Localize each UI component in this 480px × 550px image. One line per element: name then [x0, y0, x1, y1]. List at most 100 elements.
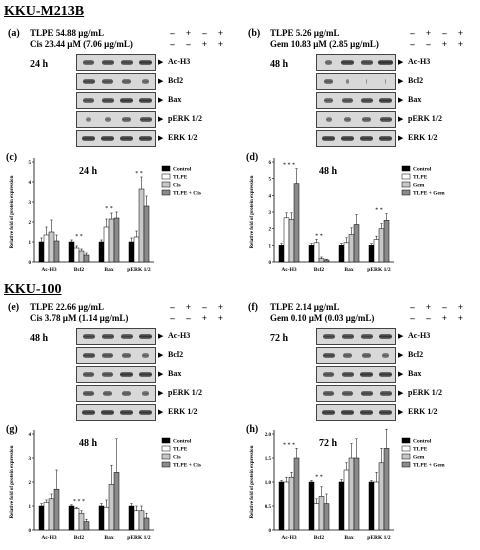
y-tick-label: 2: [29, 481, 32, 486]
protein-band: [378, 60, 393, 65]
legend-swatch: [161, 437, 171, 444]
legend-label: Control: [173, 439, 192, 445]
y-tick-label: 3: [29, 457, 32, 462]
blot-strip: [76, 130, 156, 147]
bar-control: [368, 481, 375, 531]
treatment-sign: –: [170, 39, 175, 49]
bar-tlpe-cis: [143, 517, 150, 531]
bar-control: [338, 481, 345, 531]
legend-swatch: [401, 189, 411, 196]
protein-band: [83, 60, 94, 65]
band-arrow-icon: ▶: [398, 96, 404, 104]
protein-label: Bcl2: [168, 350, 184, 359]
bar-tlpe: [133, 236, 140, 263]
bar-tlpe-cis: [53, 240, 60, 263]
protein-band: [378, 98, 393, 103]
protein-band: [321, 410, 336, 415]
protein-band: [384, 79, 387, 84]
protein-band: [378, 372, 393, 377]
protein-label: Ac-H3: [408, 57, 431, 66]
protein-label: Bax: [408, 369, 422, 378]
treatment-sign: –: [442, 28, 447, 38]
treatment-sign: +: [217, 28, 224, 38]
significance-marker: * * *: [73, 499, 85, 505]
protein-band: [119, 136, 134, 141]
y-tick-label: 4: [269, 194, 272, 199]
x-tick-label: Bax: [104, 267, 113, 273]
treatment-line-1: TLPE 22.66 µg/mL: [30, 302, 104, 312]
legend-swatch: [401, 173, 411, 180]
bar-cis: [108, 484, 115, 531]
legend-swatch: [401, 437, 411, 444]
blot-strip: [316, 404, 396, 421]
treatment-sign: +: [201, 313, 208, 323]
protein-band: [138, 410, 153, 415]
protein-band: [100, 410, 115, 415]
bar-gem: [288, 476, 295, 531]
protein-label: pERK 1/2: [408, 114, 443, 123]
bar-tlpe: [103, 226, 110, 263]
legend-label: TLPE + Gem: [413, 463, 445, 469]
x-tick-label: Bcl2: [314, 535, 325, 541]
chart-title: 72 h: [319, 438, 338, 449]
blot-strip: [316, 73, 396, 90]
treatment-sign: +: [217, 313, 224, 323]
blot-panel-f: (f) TLPE 2.14 µg/mL Gem 0.10 µM (0.03 µg/m…: [244, 302, 476, 422]
band-arrow-icon: ▶: [398, 58, 404, 66]
legend-label: TLPE: [173, 175, 188, 181]
treatment-sign: –: [426, 313, 431, 323]
protein-band: [138, 334, 153, 339]
panel-label: (c): [6, 152, 17, 163]
bar-tlpe-gem: [383, 448, 390, 531]
protein-band: [102, 79, 113, 84]
protein-band: [141, 79, 150, 84]
bar-tlpe: [373, 239, 380, 263]
treatment-sign: +: [441, 39, 448, 49]
band-arrow-icon: ▶: [398, 134, 404, 142]
bar-tlpe: [343, 242, 350, 263]
blot-strip: [316, 54, 396, 71]
protein-label: Bcl2: [168, 76, 184, 85]
bar-tlpe: [373, 481, 380, 531]
significance-marker: * * *: [283, 442, 295, 448]
x-tick-label: Bcl2: [74, 535, 85, 541]
bar-tlpe: [313, 503, 320, 531]
protein-band: [322, 353, 335, 358]
bar-chart-h: (h) 72 h Relative fold of protein expressi…: [246, 424, 445, 541]
x-tick-label: pERK 1/2: [367, 535, 391, 541]
treatment-sign: –: [202, 28, 207, 38]
treatment-line-2: Cis 23.44 µM (7.06 µg/mL): [30, 39, 133, 49]
y-tick-label: 0.5: [265, 505, 272, 510]
blot-panel-b: (b) TLPE 5.26 µg/mL Gem 10.83 µM (2.85 µg/…: [244, 28, 476, 150]
bar-control: [338, 245, 345, 263]
protein-band: [378, 136, 393, 141]
bar-gem: [378, 228, 385, 263]
bar-tlpe: [133, 510, 140, 531]
protein-band: [83, 391, 94, 396]
protein-band: [365, 79, 368, 84]
treatment-line-2: Gem 10.83 µM (2.85 µg/mL): [270, 39, 379, 49]
bar-control: [98, 241, 105, 263]
protein-band: [83, 372, 94, 377]
protein-label: Bcl2: [408, 350, 424, 359]
protein-label: ERK 1/2: [168, 407, 198, 416]
protein-band: [122, 353, 131, 358]
treatment-line-2: Gem 0.10 µM (0.03 µg/mL): [270, 313, 375, 323]
x-tick-label: pERK 1/2: [127, 535, 151, 541]
y-tick-label: 4: [29, 433, 32, 438]
x-tick-label: Ac-H3: [41, 535, 57, 541]
protein-band: [359, 410, 374, 415]
band-arrow-icon: ▶: [158, 408, 164, 416]
protein-band: [102, 372, 113, 377]
blot-strip: [76, 111, 156, 128]
significance-marker: * *: [315, 234, 323, 240]
band-arrow-icon: ▶: [158, 389, 164, 397]
bar-tlpe-gem: [293, 183, 300, 263]
legend-label: Cis: [173, 183, 181, 189]
protein-band: [119, 98, 134, 103]
blot-panel-e: (e) TLPE 22.66 µg/mL Cis 3.78 µM (1.14 µg/…: [4, 302, 234, 422]
blot-strip: [76, 54, 156, 71]
bar-control: [98, 505, 105, 531]
y-axis-label: Relative fold of protein expression: [250, 175, 255, 248]
y-tick-label: 1.0: [265, 481, 272, 486]
